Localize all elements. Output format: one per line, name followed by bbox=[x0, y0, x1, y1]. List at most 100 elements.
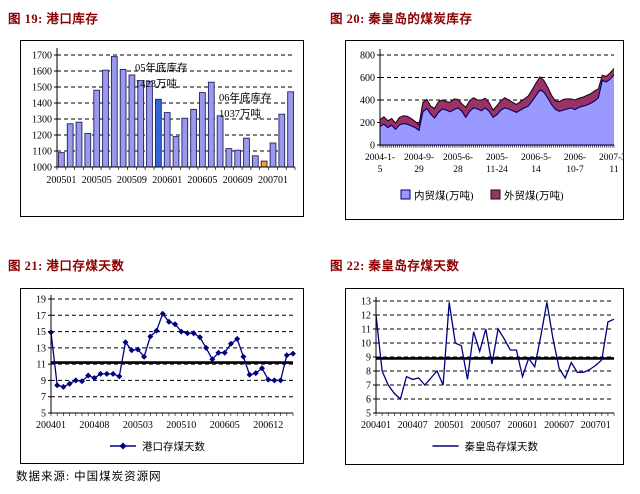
y-axis-label: 6 bbox=[366, 395, 371, 406]
bar bbox=[216, 115, 224, 168]
y-axis-label: 11 bbox=[361, 325, 371, 336]
x-axis-label: 200607 bbox=[544, 420, 574, 431]
data-point-marker bbox=[128, 347, 135, 354]
data-point-marker bbox=[271, 377, 278, 384]
y-axis-label: 7 bbox=[366, 381, 371, 392]
data-line bbox=[50, 312, 294, 388]
data-point-marker bbox=[184, 330, 191, 337]
y-axis-label: 15 bbox=[36, 327, 46, 338]
figure-20-title: 图 20: 秦皇岛的煤炭库存 bbox=[330, 12, 473, 26]
legend-swatch bbox=[400, 189, 411, 200]
y-axis-label: 9 bbox=[41, 376, 46, 387]
data-point-marker bbox=[85, 372, 92, 379]
y-axis-label: 1700 bbox=[32, 51, 52, 62]
data-point-marker bbox=[60, 383, 67, 390]
bar bbox=[269, 142, 277, 168]
y-axis-label: 200 bbox=[360, 118, 375, 129]
y-axis-label: 1200 bbox=[32, 131, 52, 142]
data-point-marker bbox=[290, 350, 296, 357]
y-axis-label: 17 bbox=[36, 311, 46, 322]
data-source-note: 数据来源: 中国煤炭资源网 bbox=[16, 471, 162, 483]
data-line bbox=[375, 302, 615, 401]
y-axis-label: 11 bbox=[36, 360, 46, 371]
x-axis-label: 5 bbox=[378, 165, 383, 175]
legend-label: 外贸煤(万吨) bbox=[504, 189, 564, 202]
bar bbox=[225, 148, 233, 168]
bar bbox=[260, 160, 268, 168]
x-axis-label: 2005- bbox=[486, 153, 508, 163]
data-point-marker bbox=[178, 328, 185, 335]
data-point-marker bbox=[221, 349, 228, 356]
x-axis-label: 2006-5- bbox=[521, 153, 551, 163]
y-axis-label: 5 bbox=[366, 409, 371, 420]
figure-20-chart-frame: 0 200 400 600 800 2004-1- 5 2004-9- 29 2005-6- 28 2… bbox=[345, 40, 624, 220]
x-axis-label: 200509 bbox=[117, 175, 147, 186]
x-axis-label: 2007-3- bbox=[599, 153, 623, 163]
figure-19-title: 图 19: 港口库存 bbox=[8, 12, 99, 26]
bar bbox=[155, 98, 162, 168]
x-axis-label: 200701 bbox=[581, 420, 611, 431]
y-axis-label: 1300 bbox=[32, 115, 52, 126]
x-axis-label: 200605 bbox=[187, 175, 217, 186]
y-axis-label: 800 bbox=[360, 51, 375, 62]
data-point-marker bbox=[234, 335, 241, 342]
bar bbox=[84, 132, 92, 168]
bar bbox=[137, 80, 145, 168]
bar bbox=[75, 121, 83, 168]
data-point-marker bbox=[240, 353, 247, 360]
data-point-marker bbox=[110, 370, 117, 377]
x-axis-label: 200601 bbox=[508, 420, 538, 431]
data-point-marker bbox=[66, 380, 73, 387]
y-axis-label: 12 bbox=[361, 311, 371, 322]
bar bbox=[146, 80, 153, 168]
data-point-marker bbox=[134, 346, 141, 353]
legend-label: 内贸煤(万吨) bbox=[414, 189, 474, 202]
figure-21-title: 图 21: 港口存煤天数 bbox=[8, 259, 125, 273]
data-point-marker bbox=[259, 365, 265, 372]
y-axis-label: 19 bbox=[36, 295, 46, 306]
x-axis-label: 200507 bbox=[471, 420, 501, 431]
data-point-marker bbox=[165, 318, 172, 325]
bar bbox=[110, 56, 118, 168]
port-inventory-bar-chart: 1000 1100 1200 1300 1400 1500 1600 1700 200501 20… bbox=[32, 48, 296, 186]
data-point-marker bbox=[147, 333, 154, 340]
y-axis-label: 8 bbox=[366, 367, 371, 378]
x-axis-label: 200401 bbox=[36, 420, 66, 431]
legend-label: 秦皇岛存煤天数 bbox=[465, 440, 539, 453]
area-domestic-coal bbox=[380, 74, 614, 145]
x-axis-label: 2005-6- bbox=[443, 153, 473, 163]
data-point-marker bbox=[265, 376, 272, 383]
data-point-marker bbox=[215, 349, 222, 356]
data-point-marker bbox=[54, 382, 61, 389]
y-axis-label: 7 bbox=[41, 392, 46, 403]
data-point-marker bbox=[97, 370, 104, 377]
y-axis-label: 13 bbox=[361, 297, 371, 308]
x-axis-label: 200612 bbox=[253, 420, 283, 431]
y-axis-label: 1100 bbox=[32, 147, 52, 158]
y-axis-label: 1600 bbox=[32, 67, 52, 78]
annotation: 1423万吨 bbox=[135, 77, 177, 90]
x-axis-label: 200505 bbox=[82, 175, 112, 186]
data-point-marker bbox=[172, 321, 179, 328]
bar bbox=[102, 69, 109, 168]
x-axis-label: 200501 bbox=[434, 420, 464, 431]
bar bbox=[66, 123, 74, 168]
x-axis-label: 11 bbox=[609, 165, 618, 175]
data-point-marker bbox=[153, 327, 160, 334]
x-axis-label: 2004-9- bbox=[404, 153, 434, 163]
bar bbox=[128, 74, 136, 168]
data-point-marker bbox=[283, 352, 290, 359]
bar bbox=[119, 68, 127, 168]
legend-swatch bbox=[490, 189, 501, 200]
x-axis-label: 28 bbox=[453, 165, 463, 175]
figure-22-chart-frame: 5 6 7 8 9 10 11 12 13 200401 200407 200501 200507 200… bbox=[345, 288, 624, 465]
data-point-marker bbox=[122, 339, 129, 346]
bar bbox=[234, 149, 242, 168]
data-point-marker bbox=[141, 353, 148, 360]
annotation: 06年底库存 bbox=[219, 91, 272, 104]
legend-label: 港口存煤天数 bbox=[142, 440, 205, 453]
data-point-marker bbox=[246, 371, 253, 378]
bar bbox=[278, 113, 286, 168]
bar bbox=[163, 112, 171, 168]
figure-22-title: 图 22: 秦皇岛存煤天数 bbox=[330, 259, 460, 273]
